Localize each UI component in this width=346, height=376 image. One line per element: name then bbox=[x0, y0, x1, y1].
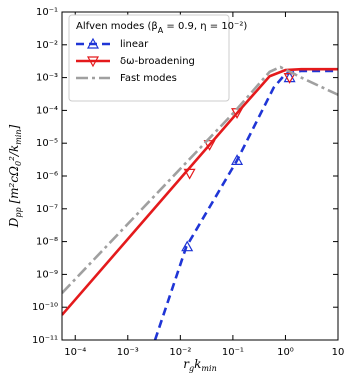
text-part: ²/k bbox=[7, 145, 21, 161]
legend-label: δω-broadening bbox=[120, 56, 195, 67]
marker bbox=[181, 240, 194, 252]
legend-label: linear bbox=[120, 39, 149, 50]
y-tick-label: 10⁻⁵ bbox=[36, 138, 58, 149]
text-part: ] bbox=[7, 124, 21, 130]
legend-label: Fast modes bbox=[120, 73, 177, 84]
y-tick-label: 10⁻⁶ bbox=[36, 171, 58, 182]
marker bbox=[183, 168, 196, 180]
y-tick-label: 10⁻⁸ bbox=[36, 237, 58, 248]
x-tick-label: 10 bbox=[332, 347, 345, 358]
marker bbox=[203, 140, 216, 151]
y-tick-label: 10⁻⁴ bbox=[36, 105, 58, 116]
x-tick-label: 10⁻² bbox=[169, 347, 191, 358]
plot-frame bbox=[61, 11, 339, 341]
marker bbox=[231, 154, 244, 165]
series-line bbox=[62, 65, 338, 294]
y-tick-label: 10⁻¹⁰ bbox=[32, 302, 58, 313]
series-line bbox=[62, 67, 338, 316]
text-part: Alfven modes (β bbox=[76, 21, 158, 32]
y-tick-label: 10⁻⁷ bbox=[36, 204, 58, 215]
text-part: r bbox=[183, 357, 190, 371]
text-part: = 0.9, η = 10⁻²) bbox=[163, 21, 247, 32]
subscript: 0 bbox=[14, 161, 23, 166]
x-tick-label: 10⁻⁴ bbox=[64, 347, 86, 358]
y-tick-label: 10⁻² bbox=[36, 40, 58, 51]
text-part: [m²cΩ bbox=[7, 166, 21, 207]
y-tick-label: 10⁻⁹ bbox=[36, 269, 58, 280]
y-axis-label: Dpp [m²cΩ0²/kmin] bbox=[7, 124, 23, 228]
x-tick-label: 10⁻³ bbox=[117, 347, 139, 358]
y-tick-label: 10⁻¹¹ bbox=[32, 335, 58, 346]
subscript: A bbox=[158, 26, 164, 35]
subscript: min bbox=[201, 364, 216, 373]
series-line bbox=[153, 69, 338, 340]
y-tick-label: 10⁻¹ bbox=[36, 7, 58, 18]
x-tick-label: 10⁻¹ bbox=[222, 347, 244, 358]
subscript: pp bbox=[14, 207, 23, 217]
legend-marker bbox=[86, 56, 100, 68]
y-tick-label: 10⁻³ bbox=[36, 73, 58, 84]
subscript: g bbox=[189, 364, 194, 373]
legend-marker bbox=[86, 37, 100, 49]
text-part: k bbox=[194, 357, 201, 371]
subscript: min bbox=[14, 129, 23, 144]
x-tick-label: 10⁰ bbox=[277, 347, 294, 358]
text-part: D bbox=[7, 217, 21, 228]
marker bbox=[283, 73, 296, 84]
legend-box bbox=[68, 14, 230, 102]
x-axis-label: rgkmin bbox=[183, 357, 216, 373]
legend-title: Alfven modes (βA = 0.9, η = 10⁻²) bbox=[76, 21, 247, 35]
